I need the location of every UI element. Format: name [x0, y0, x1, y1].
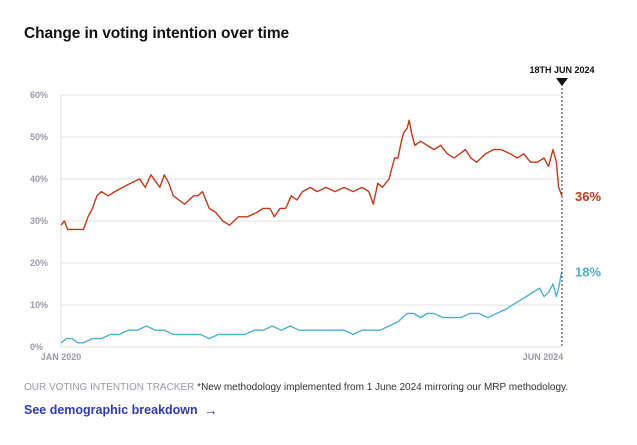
y-tick-label: 30%: [30, 216, 48, 226]
footnote: OUR VOTING INTENTION TRACKER *New method…: [24, 382, 568, 393]
date-marker-label: 18TH JUN 2024: [529, 65, 594, 75]
line-chart: 0% 10% 20% 30% 40% 50% 60% JAN 2020 JUN 2024 18…: [30, 65, 601, 362]
arrow-right-icon: →: [203, 402, 218, 418]
y-tick-label: 40%: [30, 174, 48, 184]
marker-triangle-icon: [556, 78, 568, 86]
tracker-label: OUR VOTING INTENTION TRACKER: [24, 382, 195, 393]
y-tick-label: 50%: [30, 132, 48, 142]
methodology-note: *New methodology implemented from 1 June…: [197, 382, 569, 393]
chart-title: Change in voting intention over time: [24, 25, 290, 42]
see-demographic-breakdown-link[interactable]: See demographic breakdown →: [24, 402, 218, 418]
series-line-red: [60, 119, 563, 231]
y-tick-label: 10%: [30, 300, 48, 310]
y-tick-label: 0%: [30, 342, 43, 352]
end-value-label-blue: 18%: [575, 264, 601, 279]
x-label-start: JAN 2020: [41, 352, 82, 362]
y-tick-label: 60%: [30, 90, 48, 100]
series-line-blue: [60, 271, 563, 344]
end-value-label-red: 36%: [575, 189, 601, 204]
x-label-end: JUN 2024: [523, 352, 564, 362]
y-tick-label: 20%: [30, 258, 48, 268]
cta-label: See demographic breakdown: [24, 403, 198, 417]
